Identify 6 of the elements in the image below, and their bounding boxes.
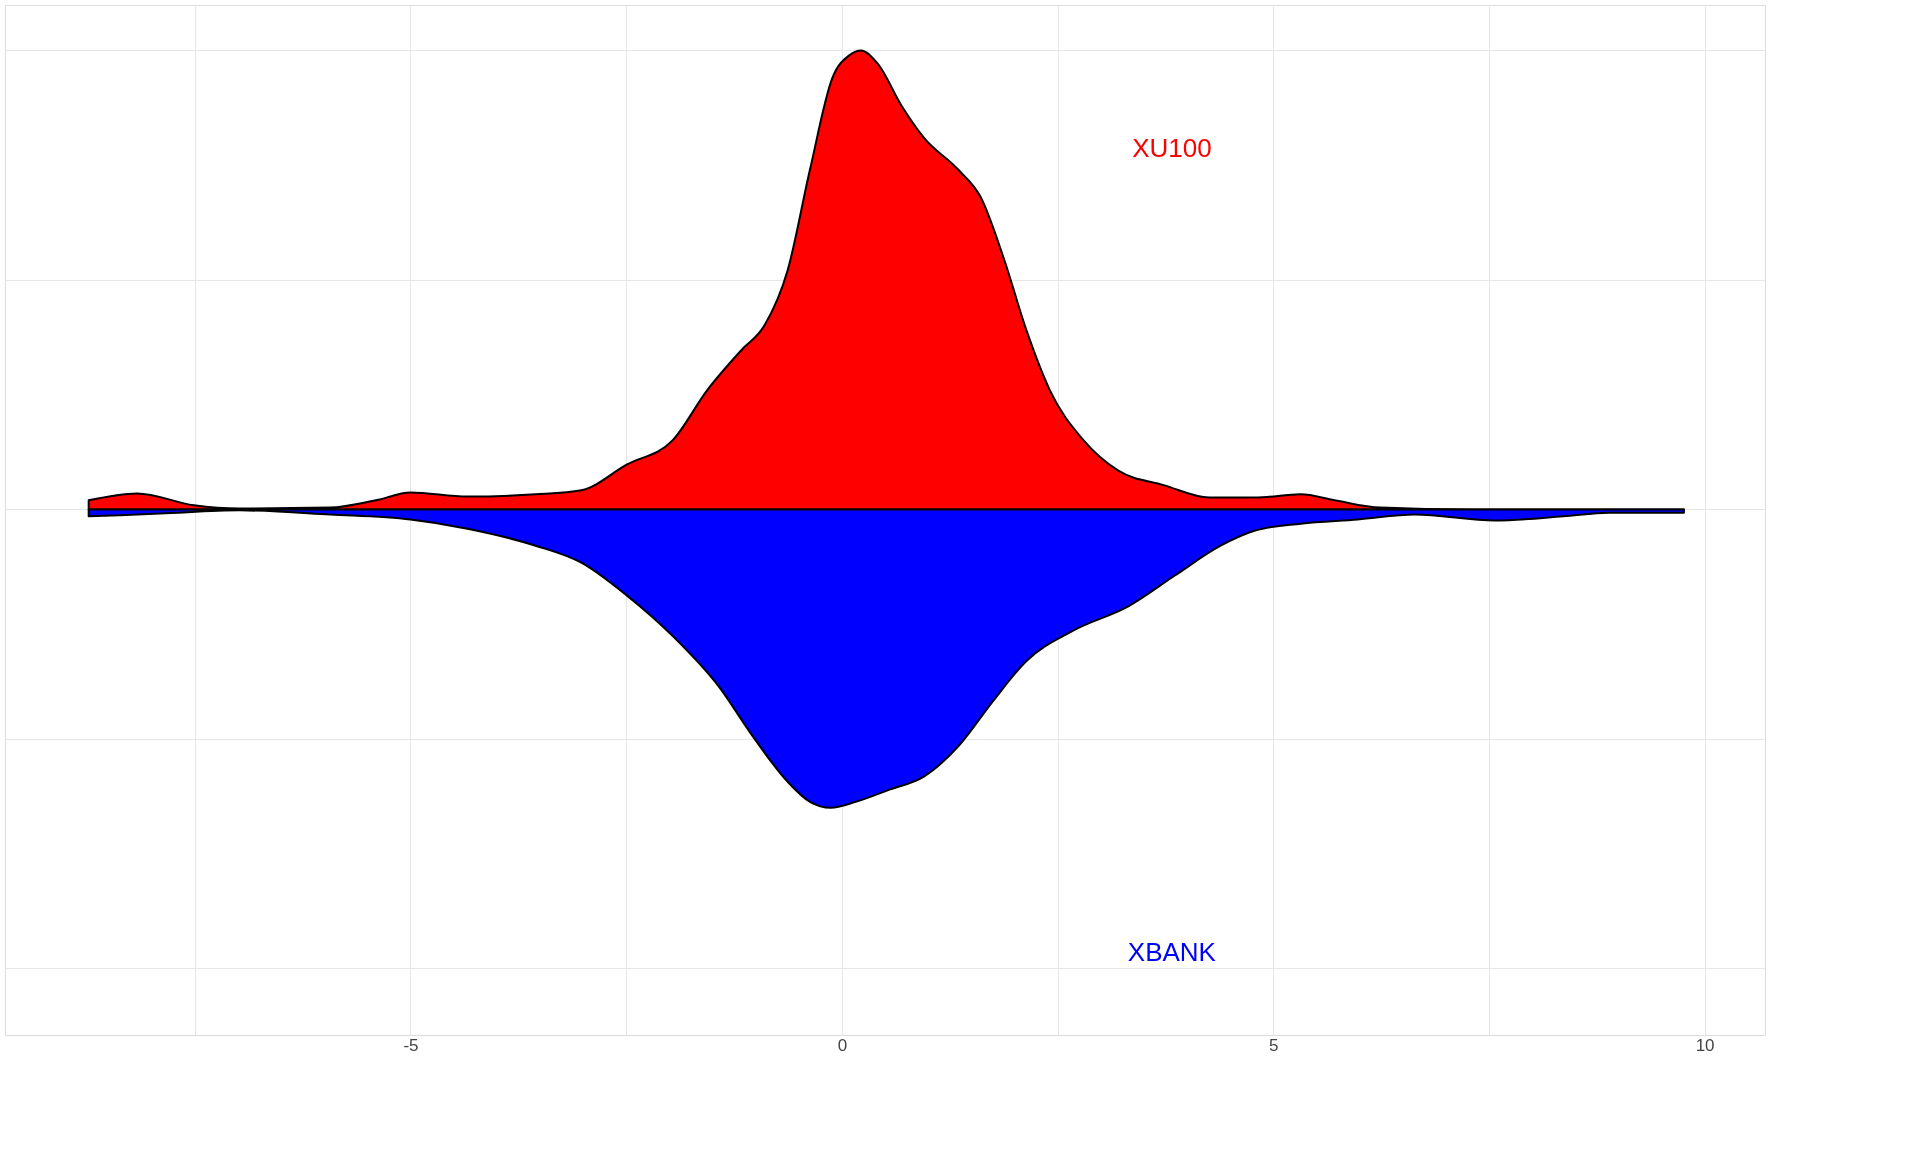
x-tick-label: 10 bbox=[1695, 1035, 1715, 1055]
x-tick-label: -5 bbox=[403, 1035, 419, 1055]
x-tick-label: 0 bbox=[837, 1035, 848, 1055]
text: XBANK bbox=[1127, 936, 1217, 967]
text: XU100 bbox=[1132, 133, 1212, 164]
x-tick-label: 5 bbox=[1269, 1035, 1279, 1055]
